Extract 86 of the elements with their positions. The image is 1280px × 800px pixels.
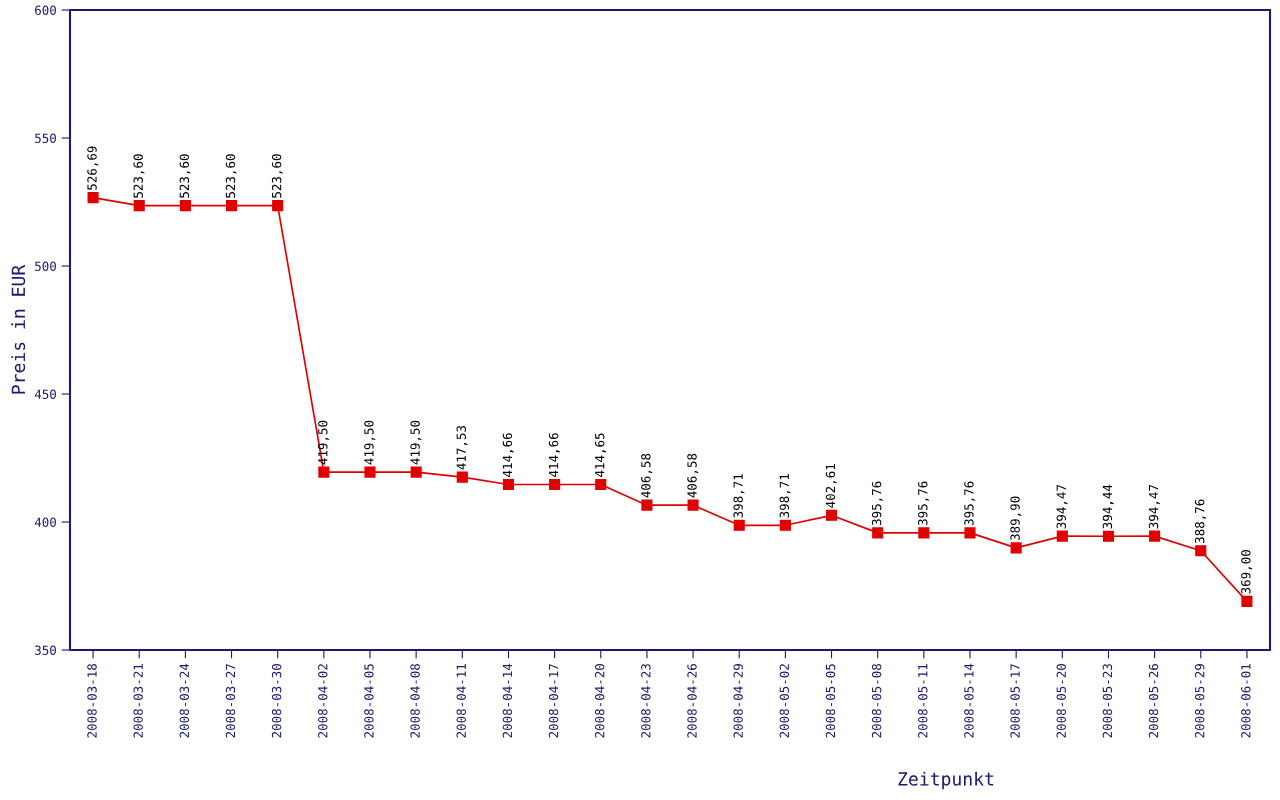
point <box>133 200 145 212</box>
point <box>687 499 699 511</box>
data-label: 398,71 <box>733 474 745 518</box>
y-tick-label: 450 <box>34 389 56 399</box>
data-label: 414,65 <box>594 433 606 477</box>
data-label: 523,60 <box>179 154 191 198</box>
data-label: 402,61 <box>825 464 837 508</box>
data-label: 419,50 <box>410 420 422 465</box>
data-label: 419,50 <box>364 420 376 465</box>
point <box>272 200 284 212</box>
x-tick-label: 2008-05-29 <box>1194 664 1205 738</box>
point <box>225 200 238 212</box>
point <box>641 499 653 511</box>
point <box>410 466 422 478</box>
point <box>456 471 468 483</box>
x-tick-label: 2008-03-27 <box>225 664 236 738</box>
data-label: 523,60 <box>225 154 237 198</box>
x-tick-label: 2008-03-21 <box>133 664 143 738</box>
point <box>364 466 376 478</box>
x-tick-label: 2008-05-08 <box>871 663 882 738</box>
point <box>1102 530 1115 542</box>
data-label: 523,60 <box>133 154 145 198</box>
x-tick-label: 2008-05-05 <box>825 664 836 738</box>
data-label: 389,90 <box>1010 496 1022 541</box>
x-tick-label: 2008-04-05 <box>364 664 374 738</box>
x-axis-title: Zeitpunkt <box>898 771 994 790</box>
point <box>1056 530 1068 542</box>
point <box>1010 542 1022 554</box>
x-tick-label: 2008-05-02 <box>779 664 790 738</box>
data-label: 394,44 <box>1102 484 1114 529</box>
data-label: 526,69 <box>87 146 99 190</box>
data-label: 398,71 <box>779 474 791 518</box>
y-tick-label: 350 <box>35 645 56 655</box>
point <box>502 478 515 491</box>
y-tick-label: 600 <box>35 5 56 15</box>
point <box>549 478 561 491</box>
x-tick-label: 2008-04-20 <box>594 664 605 738</box>
point <box>872 527 884 539</box>
point <box>964 527 976 539</box>
data-label: 417,53 <box>456 425 468 470</box>
data-label: 394,47 <box>1056 485 1068 529</box>
data-label: 369,00 <box>1241 550 1253 594</box>
point <box>1195 545 1207 557</box>
x-tick-label: 2008-04-11 <box>456 664 466 738</box>
y-tick-label: 400 <box>34 517 56 527</box>
x-tick-label: 2008-03-24 <box>179 663 190 738</box>
data-label: 395,76 <box>918 481 930 526</box>
x-tick-label: 2008-04-23 <box>641 664 651 738</box>
point <box>87 192 99 204</box>
x-tick-label: 2008-04-08 <box>410 663 420 738</box>
y-axis-title: Preis in EUR <box>11 264 26 394</box>
data-label: 419,50 <box>318 420 330 465</box>
data-label: 414,66 <box>502 433 514 477</box>
x-tick-label: 2008-04-14 <box>502 663 513 738</box>
point <box>825 509 838 521</box>
data-label: 395,76 <box>871 481 883 526</box>
point <box>1149 530 1161 542</box>
data-label: 406,58 <box>641 453 653 498</box>
data-label: 523,60 <box>271 154 283 198</box>
point <box>779 519 791 531</box>
x-tick-label: 2008-05-14 <box>964 663 974 738</box>
data-label: 406,58 <box>687 453 699 498</box>
x-tick-label: 2008-05-20 <box>1056 664 1066 738</box>
x-tick-label: 2008-05-11 <box>918 664 928 738</box>
x-tick-label: 2008-04-29 <box>733 664 743 738</box>
point <box>1241 595 1253 607</box>
y-tick-label: 500 <box>35 261 56 271</box>
point <box>918 527 930 539</box>
x-tick-label: 2008-04-26 <box>687 664 697 738</box>
y-tick-label: 550 <box>35 133 56 143</box>
data-label: 395,76 <box>964 481 976 526</box>
point <box>318 466 330 478</box>
data-label: 388,76 <box>1194 499 1206 543</box>
point <box>595 478 607 491</box>
x-tick-label: 2008-05-26 <box>1148 664 1159 738</box>
point <box>733 519 745 531</box>
x-tick-label: 2008-06-01 <box>1241 664 1251 738</box>
x-tick-label: 2008-04-17 <box>548 664 559 738</box>
point <box>179 200 191 212</box>
x-tick-label: 2008-05-23 <box>1102 664 1113 738</box>
x-tick-label: 2008-03-18 <box>87 663 97 738</box>
data-label: 414,66 <box>548 433 560 477</box>
x-tick-label: 2008-03-30 <box>271 664 282 738</box>
x-tick-label: 2008-04-02 <box>318 664 328 738</box>
data-label: 394,47 <box>1148 485 1160 529</box>
x-tick-label: 2008-05-17 <box>1010 664 1020 738</box>
